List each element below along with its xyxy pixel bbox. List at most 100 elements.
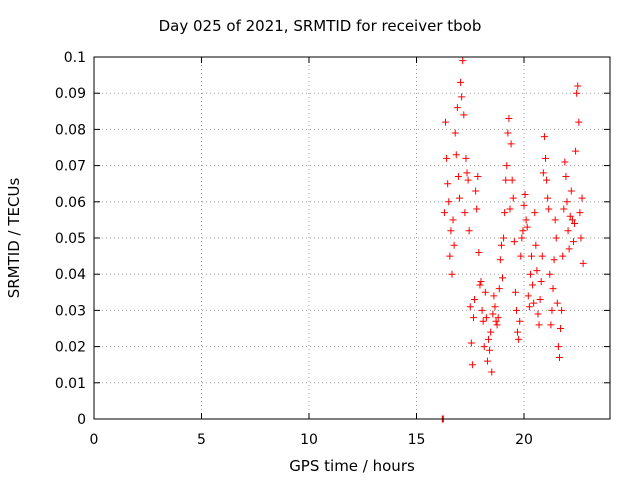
data-point (554, 343, 562, 351)
data-point (578, 194, 586, 202)
data-point (573, 89, 581, 97)
data-point (543, 176, 551, 184)
data-point (445, 198, 453, 206)
data-point (559, 252, 567, 260)
data-point (475, 248, 483, 256)
data-point (574, 82, 582, 90)
data-point (495, 285, 503, 293)
data-point (503, 162, 511, 170)
data-point (459, 57, 467, 65)
data-point (465, 227, 473, 235)
data-point (533, 267, 541, 275)
data-point (523, 223, 531, 231)
data-point (515, 335, 523, 343)
data-point (576, 209, 584, 217)
data-point (442, 118, 450, 126)
y-tick-label: 0.1 (64, 50, 86, 66)
data-point (522, 216, 530, 224)
data-point (518, 234, 526, 242)
data-point (504, 129, 512, 137)
data-point (521, 191, 529, 199)
data-point (447, 227, 455, 235)
data-point (500, 234, 508, 242)
data-point (557, 325, 565, 332)
data-point (457, 78, 465, 86)
data-point (489, 310, 497, 318)
data-point (560, 205, 568, 213)
data-point (446, 252, 454, 260)
x-tick-label: 0 (90, 432, 99, 448)
data-point (514, 328, 522, 336)
plot-frame (93, 56, 611, 420)
data-point (534, 310, 542, 318)
data-point (530, 299, 538, 307)
data-point (485, 335, 493, 343)
data-point (520, 201, 528, 209)
data-point (496, 256, 504, 264)
data-point (502, 176, 510, 184)
chart-title: Day 025 of 2021, SRMTID for receiver tbo… (158, 17, 482, 35)
data-point (505, 115, 513, 123)
data-point (509, 194, 517, 202)
data-point (561, 158, 569, 166)
data-point (517, 252, 525, 260)
x-tick-label: 20 (515, 432, 533, 448)
data-point (510, 238, 518, 246)
data-point (552, 234, 560, 242)
data-point (542, 154, 549, 162)
data-point (519, 227, 527, 235)
data-point (540, 133, 548, 141)
data-point (460, 111, 468, 119)
data-point (544, 194, 552, 202)
data-point (562, 172, 570, 180)
tick-layer: 0 0.01 0.02 0.03 0.04 0.05 0.06 0.07 0.08 0.09 0.1… (55, 50, 610, 448)
data-point (546, 270, 554, 278)
data-point (553, 299, 561, 307)
data-point (464, 176, 472, 184)
data-point (569, 238, 577, 246)
data-point (563, 198, 571, 206)
data-point (536, 296, 544, 304)
data-point (443, 154, 451, 162)
data-point (539, 169, 547, 177)
data-point (492, 317, 500, 325)
data-point (487, 328, 495, 336)
data-point (466, 303, 474, 311)
data-point (558, 306, 566, 314)
y-tick-label: 0.05 (55, 231, 86, 247)
y-tick-label: 0.03 (55, 303, 86, 319)
data-point (499, 274, 506, 282)
data-point (467, 339, 475, 347)
data-point (449, 216, 457, 224)
data-point (545, 205, 553, 213)
data-point (479, 317, 487, 325)
grid-layer (94, 57, 610, 419)
data-point (461, 209, 469, 217)
data-point (566, 212, 574, 220)
data-point (450, 241, 458, 249)
data-point (575, 118, 583, 126)
data-point (494, 314, 502, 322)
data-point (506, 205, 514, 213)
y-tick-label: 0.01 (55, 376, 86, 392)
data-point (537, 277, 545, 285)
data-point (532, 241, 540, 249)
data-point (549, 285, 557, 293)
data-point (531, 209, 539, 217)
data-point (462, 154, 470, 162)
data-point (473, 205, 481, 213)
data-point (516, 317, 524, 325)
data-point (488, 368, 496, 376)
data-point (480, 343, 488, 351)
data-point (469, 314, 477, 322)
data-point (454, 172, 462, 180)
y-tick-label: 0 (77, 412, 86, 428)
data-point (538, 252, 546, 260)
data-point (565, 245, 573, 253)
data-point (525, 303, 533, 311)
data-point (524, 292, 532, 300)
data-point (567, 187, 575, 195)
data-point (535, 321, 543, 329)
data-point (478, 306, 486, 314)
